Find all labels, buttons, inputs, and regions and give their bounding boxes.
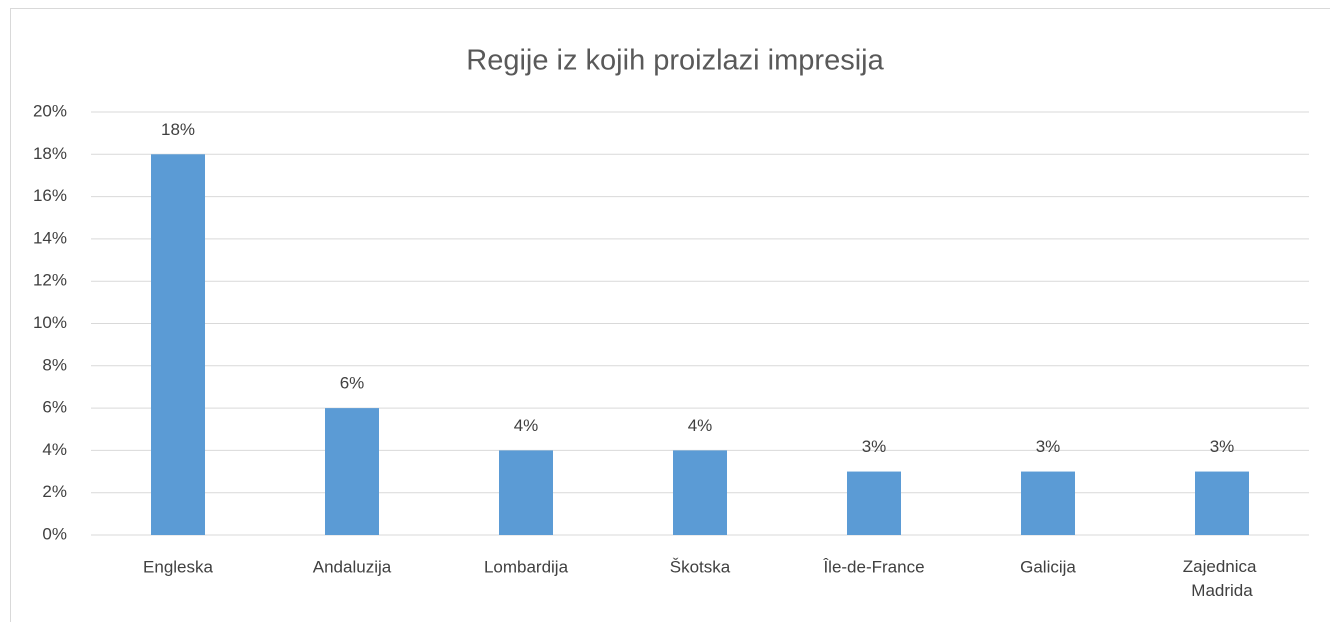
chart-title: Regije iz kojih proizlazi impresija	[466, 45, 884, 77]
bar	[151, 154, 205, 536]
chart-border	[10, 8, 1330, 622]
y-tick-label: 8%	[42, 355, 67, 374]
x-tick-label: Zajednica Madrida	[1183, 557, 1261, 600]
bar	[1021, 471, 1075, 535]
y-tick-label: 2%	[42, 482, 67, 501]
data-label: 4%	[688, 416, 713, 435]
data-label: 6%	[340, 374, 365, 393]
bar	[1195, 471, 1249, 535]
x-tick-label: Île-de-France	[822, 557, 924, 576]
y-tick-label: 6%	[42, 398, 67, 417]
data-label: 3%	[1210, 437, 1235, 456]
y-tick-label: 0%	[42, 524, 67, 543]
x-tick-label: Engleska	[143, 557, 213, 576]
y-tick-label: 10%	[33, 313, 67, 332]
data-label: 3%	[1036, 437, 1061, 456]
x-tick-label: Andaluzija	[313, 557, 392, 576]
bar	[499, 450, 553, 535]
y-tick-label: 18%	[33, 144, 67, 163]
y-tick-label: 20%	[33, 101, 67, 120]
x-tick-label: Lombardija	[484, 557, 569, 576]
bar	[847, 471, 901, 535]
y-tick-label: 4%	[42, 440, 67, 459]
data-label: 4%	[514, 416, 539, 435]
data-label: 3%	[862, 437, 887, 456]
x-tick-label: Galicija	[1020, 557, 1076, 576]
y-tick-label: 14%	[33, 228, 67, 247]
data-label: 18%	[161, 120, 195, 139]
x-tick-label: Škotska	[670, 557, 731, 576]
y-tick-label: 12%	[33, 271, 67, 290]
y-tick-label: 16%	[33, 186, 67, 205]
bar	[673, 450, 727, 535]
bar	[325, 408, 379, 535]
